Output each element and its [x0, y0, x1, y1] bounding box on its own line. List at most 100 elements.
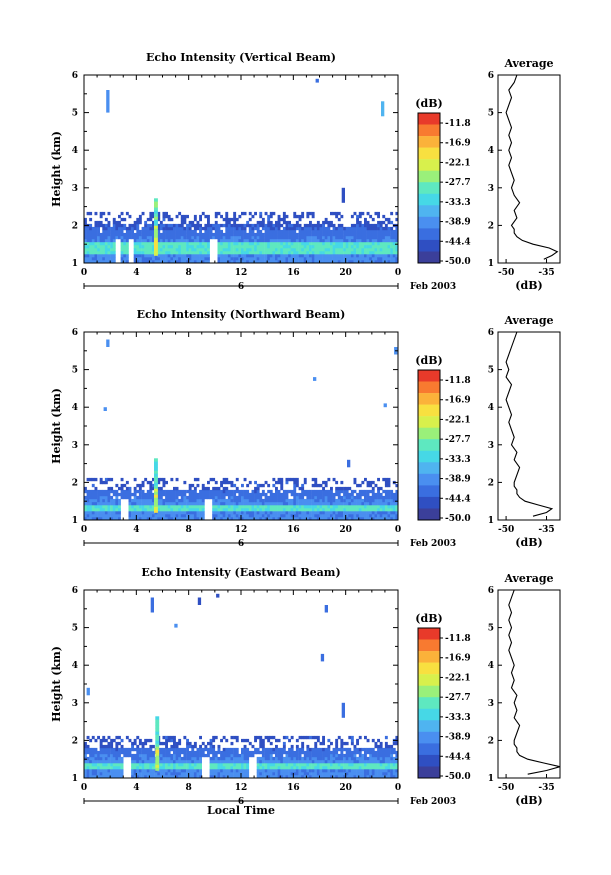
heatmap-cell [295, 254, 299, 258]
heatmap-cell [387, 744, 391, 749]
heatmap-cell [358, 750, 362, 755]
heatmap-cell [110, 741, 114, 746]
heatmap-cell [180, 241, 184, 246]
heatmap-cell [322, 260, 325, 264]
heatmap-cell [311, 766, 315, 770]
heatmap-cell [170, 505, 174, 509]
heatmap-cell [157, 241, 161, 246]
heatmap-cell [191, 235, 195, 240]
heatmap-cell [94, 257, 98, 261]
heatmap-cell [314, 480, 318, 485]
heatmap-cell [377, 214, 380, 219]
heatmap-cell [366, 220, 370, 225]
heatmap-cell [233, 747, 237, 752]
heatmap-cell [264, 750, 268, 755]
heatmap-cell [89, 226, 93, 231]
heatmap-cell [303, 756, 307, 761]
heatmap-cell [173, 229, 176, 234]
heatmap-cell [110, 260, 114, 264]
heatmap-cell [282, 517, 286, 521]
heatmap-cell [86, 232, 90, 237]
heatmap-cell [191, 505, 195, 509]
heatmap-cell [387, 769, 391, 773]
echo-speckle [341, 187, 345, 203]
heatmap-cell [303, 492, 307, 497]
heatmap-cell [136, 502, 140, 506]
heatmap-cell [115, 750, 119, 755]
heatmap-cell [290, 232, 294, 237]
heatmap-cell [277, 260, 281, 264]
heatmap-cell [322, 498, 325, 503]
heatmap-cell [159, 502, 163, 506]
heatmap-cell [118, 756, 121, 761]
heatmap-cell [138, 750, 142, 755]
heatmap-cell [259, 744, 263, 749]
colorbar-label: -16.9 [445, 396, 471, 406]
heatmap-cell [330, 756, 333, 761]
heatmap-cell [84, 747, 87, 752]
heatmap-cell [107, 772, 111, 776]
heatmap-cell [94, 508, 98, 512]
heatmap-cell [212, 772, 216, 776]
heatmap-cell [235, 260, 239, 264]
average-y-tick-label: 6 [488, 328, 494, 338]
heatmap-cell [133, 766, 137, 770]
heatmap-cell [188, 238, 192, 243]
heatmap-cell [146, 508, 150, 512]
heatmap-cell [84, 508, 87, 512]
heatmap-cell [387, 254, 391, 258]
heatmap-cell [290, 498, 294, 503]
heatmap-cell [246, 238, 250, 243]
heatmap-cell [159, 511, 163, 515]
heatmap-cell [238, 775, 242, 779]
heatmap-cell [225, 738, 229, 743]
heatmap-cell [356, 775, 359, 779]
heatmap-cell [133, 514, 137, 518]
heatmap-cell [275, 492, 278, 497]
heatmap-cell [251, 511, 255, 515]
heatmap-cell [102, 766, 106, 770]
heatmap-cell [136, 766, 140, 770]
heatmap-cell [332, 211, 336, 216]
heatmap-cell [193, 245, 197, 249]
heatmap-cell [159, 232, 163, 237]
colorbar-swatch [418, 239, 440, 252]
heatmap-cell [335, 763, 339, 767]
heatmap-cell [191, 229, 195, 234]
heatmap-cell [384, 477, 388, 482]
heatmap-cell [188, 498, 192, 503]
heatmap-cell [152, 257, 155, 261]
heatmap-cell [293, 245, 297, 249]
plume-cell [154, 473, 158, 477]
heatmap-cell [303, 505, 307, 509]
heatmap-cell [144, 241, 148, 246]
heatmap-cell [201, 486, 205, 491]
heatmap-cell [196, 223, 200, 228]
heatmap-cell [243, 775, 247, 779]
heatmap-cell [314, 750, 318, 755]
heatmap-cell [314, 753, 318, 758]
heatmap-cell [330, 486, 333, 491]
heatmap-cell [133, 517, 137, 521]
heatmap-cell [159, 753, 163, 758]
heatmap-cell [267, 738, 271, 743]
heatmap-cell [330, 769, 333, 773]
heatmap-cell [120, 260, 124, 264]
heatmap-cell [107, 241, 111, 246]
average-y-tick-label: 4 [488, 146, 494, 156]
heatmap-cell [267, 753, 271, 758]
heatmap-cell [110, 254, 114, 258]
heatmap-cell [204, 241, 208, 246]
heatmap-cell [327, 750, 331, 755]
heatmap-cell [259, 248, 263, 252]
echo-speckle [86, 687, 90, 696]
heatmap-cell [146, 241, 150, 246]
heatmap-cell [227, 763, 231, 767]
heatmap-cell [254, 511, 257, 515]
heatmap-cell [86, 254, 90, 258]
heatmap-cell [241, 756, 244, 761]
heatmap-cell [222, 495, 226, 500]
heatmap-cell [97, 220, 100, 225]
heatmap-cell [167, 763, 171, 767]
heatmap-cell [99, 738, 103, 743]
